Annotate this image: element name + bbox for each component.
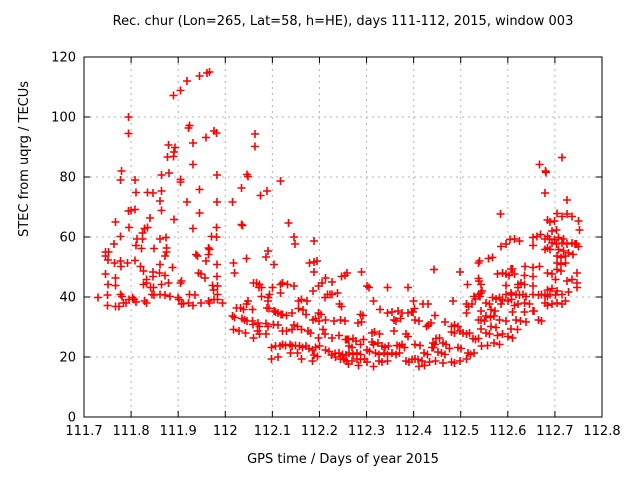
x-tick-label: 111.7	[65, 424, 102, 439]
x-tick-label: 112.6	[489, 424, 526, 439]
y-tick-label: 0	[68, 411, 76, 426]
y-tick-label: 80	[59, 171, 76, 186]
x-tick-label: 112.7	[536, 424, 573, 439]
x-tick-label: 112.1	[254, 424, 291, 439]
y-tick-label: 60	[59, 231, 76, 246]
y-tick-label: 100	[51, 111, 76, 126]
x-tick-label: 112.2	[301, 424, 338, 439]
data-points	[94, 68, 584, 371]
x-tick-label: 112.5	[442, 424, 479, 439]
x-tick-label: 111.9	[160, 424, 197, 439]
x-tick-label: 112.3	[348, 424, 385, 439]
y-tick-label: 40	[59, 291, 76, 306]
chart-title: Rec. chur (Lon=265, Lat=58, h=HE), days …	[112, 14, 574, 29]
x-tick-label: 112.8	[583, 424, 620, 439]
x-tick-label: 112.4	[395, 424, 432, 439]
y-tick-label: 120	[51, 51, 76, 66]
x-tick-label: 111.8	[112, 424, 149, 439]
x-axis-label: GPS time / Days of year 2015	[247, 452, 439, 467]
x-tick-label: 112	[213, 424, 238, 439]
y-tick-label: 20	[59, 351, 76, 366]
